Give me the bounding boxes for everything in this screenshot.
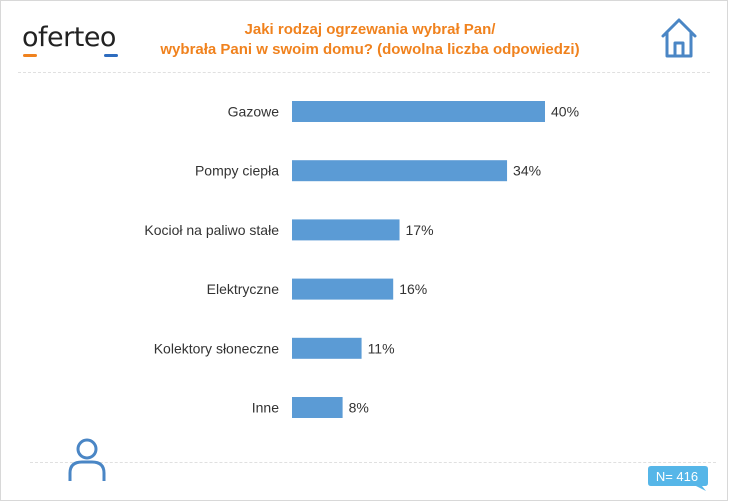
category-label: Gazowe bbox=[228, 104, 280, 120]
brand-logo: oferteo bbox=[22, 22, 116, 53]
bar bbox=[292, 278, 394, 300]
chart-title: Jaki rodzaj ogrzewania wybrał Pan/ wybra… bbox=[150, 20, 590, 60]
chart-title-line-1: Jaki rodzaj ogrzewania wybrał Pan/ bbox=[244, 21, 496, 38]
house-icon bbox=[661, 18, 697, 58]
logo-accent-orange bbox=[23, 54, 37, 57]
category-label: Kocioł na paliwo stałe bbox=[144, 222, 279, 238]
bar bbox=[292, 219, 400, 241]
category-label: Elektryczne bbox=[207, 281, 280, 297]
category-label: Inne bbox=[252, 400, 279, 416]
sample-size-badge: N= 416 bbox=[648, 466, 710, 491]
speech-bubble-icon bbox=[648, 466, 708, 491]
bar bbox=[292, 101, 545, 122]
bar bbox=[292, 397, 343, 418]
chart-title-line-2: wybrała Pani w swoim domu? (dowolna licz… bbox=[160, 41, 580, 58]
value-label: 34% bbox=[513, 163, 541, 179]
bar bbox=[292, 337, 362, 359]
footer-divider bbox=[30, 462, 716, 463]
value-label: 40% bbox=[551, 104, 579, 120]
value-label: 8% bbox=[349, 400, 369, 416]
bar bbox=[292, 160, 508, 182]
category-label: Pompy ciepła bbox=[195, 163, 279, 179]
value-label: 17% bbox=[406, 222, 434, 238]
sample-size-text: N= 416 bbox=[655, 469, 699, 484]
value-label: 11% bbox=[368, 340, 395, 356]
logo-accent-blue bbox=[104, 54, 118, 57]
header-divider bbox=[18, 72, 710, 73]
category-label: Kolektory słoneczne bbox=[154, 340, 280, 356]
value-label: 16% bbox=[399, 281, 427, 297]
person-icon bbox=[68, 438, 106, 481]
